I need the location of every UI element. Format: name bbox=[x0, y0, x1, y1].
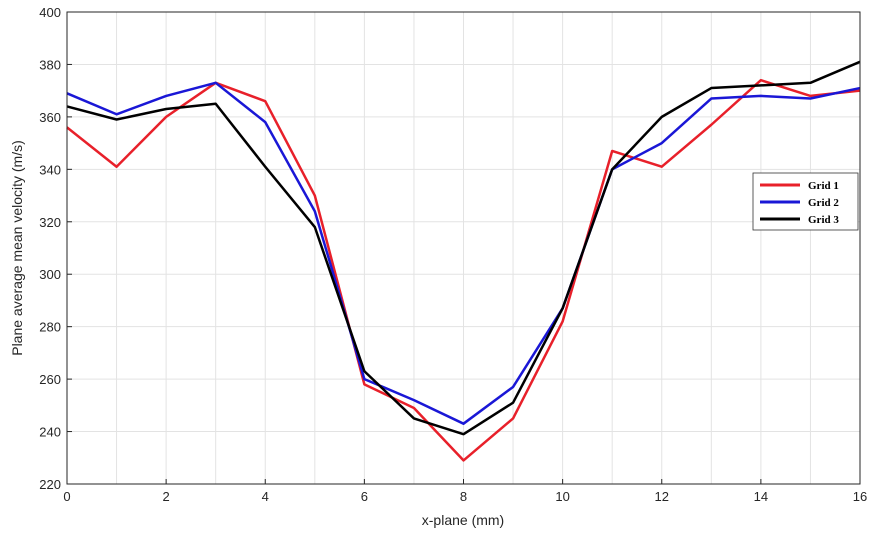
x-tick-label: 0 bbox=[63, 489, 70, 504]
x-tick-label: 6 bbox=[361, 489, 368, 504]
y-tick-label: 280 bbox=[39, 320, 61, 335]
x-tick-label: 8 bbox=[460, 489, 467, 504]
legend-label: Grid 3 bbox=[808, 214, 839, 226]
series-lines bbox=[66, 60, 861, 462]
x-tick-labels: 0 2 4 6 8 10 12 14 16 bbox=[63, 479, 867, 504]
x-tick-label: 12 bbox=[655, 489, 669, 504]
x-tick-label: 14 bbox=[754, 489, 768, 504]
y-tick-label: 240 bbox=[39, 425, 61, 440]
y-tick-label: 380 bbox=[39, 57, 61, 72]
x-tick-label: 16 bbox=[853, 489, 867, 504]
grid-lines bbox=[66, 11, 861, 485]
series-line-grid-2 bbox=[66, 81, 861, 425]
series-line-grid-3 bbox=[66, 60, 861, 436]
y-tick-label: 260 bbox=[39, 372, 61, 387]
y-tick-label: 320 bbox=[39, 215, 61, 230]
y-axis-label: Plane average mean velocity (m/s) bbox=[9, 140, 25, 356]
series-line-grid-1 bbox=[66, 78, 861, 462]
x-tick-label: 2 bbox=[163, 489, 170, 504]
legend-label: Grid 2 bbox=[808, 197, 839, 209]
y-tick-label: 360 bbox=[39, 110, 61, 125]
y-tick-label: 220 bbox=[39, 477, 61, 492]
legend: Grid 1 Grid 2 Grid 3 bbox=[752, 172, 859, 231]
x-tick-label: 4 bbox=[262, 489, 269, 504]
x-tick-label: 10 bbox=[555, 489, 569, 504]
x-axis-label: x-plane (mm) bbox=[422, 512, 504, 528]
y-tick-labels: 220 240 260 280 300 320 340 360 380 400 bbox=[39, 5, 72, 492]
y-tick-label: 300 bbox=[39, 267, 61, 282]
legend-label: Grid 1 bbox=[808, 180, 839, 192]
y-tick-label: 400 bbox=[39, 5, 61, 20]
y-tick-label: 340 bbox=[39, 162, 61, 177]
